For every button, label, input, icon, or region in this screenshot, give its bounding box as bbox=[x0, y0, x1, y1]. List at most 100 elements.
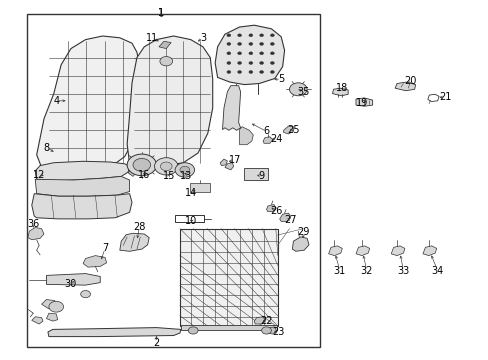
Polygon shape bbox=[28, 228, 44, 240]
Circle shape bbox=[175, 163, 194, 177]
Text: 3: 3 bbox=[200, 33, 205, 43]
Circle shape bbox=[248, 71, 252, 73]
Circle shape bbox=[127, 154, 156, 176]
Circle shape bbox=[226, 71, 230, 73]
Polygon shape bbox=[220, 159, 227, 166]
Text: 25: 25 bbox=[286, 125, 299, 135]
Polygon shape bbox=[120, 233, 149, 251]
Polygon shape bbox=[283, 126, 293, 134]
Circle shape bbox=[270, 42, 274, 45]
Text: 12: 12 bbox=[33, 170, 45, 180]
Text: 14: 14 bbox=[184, 188, 197, 198]
Circle shape bbox=[49, 301, 63, 312]
Polygon shape bbox=[83, 256, 106, 267]
Text: 27: 27 bbox=[284, 215, 297, 225]
Text: 24: 24 bbox=[269, 134, 282, 144]
Circle shape bbox=[237, 42, 241, 45]
Circle shape bbox=[180, 166, 189, 174]
Text: 21: 21 bbox=[438, 92, 450, 102]
Circle shape bbox=[226, 34, 230, 37]
Circle shape bbox=[248, 62, 252, 64]
Text: 33: 33 bbox=[396, 266, 409, 276]
Text: 6: 6 bbox=[263, 126, 269, 136]
Text: 9: 9 bbox=[258, 171, 264, 181]
Text: 13: 13 bbox=[179, 171, 192, 181]
Polygon shape bbox=[46, 274, 100, 285]
Circle shape bbox=[160, 162, 172, 171]
Text: 18: 18 bbox=[335, 83, 348, 93]
Text: 5: 5 bbox=[278, 74, 284, 84]
Circle shape bbox=[270, 34, 274, 37]
Text: 17: 17 bbox=[228, 155, 241, 165]
Text: 26: 26 bbox=[269, 206, 282, 216]
Polygon shape bbox=[41, 300, 56, 309]
Text: 36: 36 bbox=[27, 219, 40, 229]
Text: 2: 2 bbox=[153, 338, 159, 348]
Polygon shape bbox=[46, 313, 58, 321]
Circle shape bbox=[261, 327, 271, 334]
Polygon shape bbox=[32, 317, 43, 324]
Polygon shape bbox=[239, 127, 253, 145]
Polygon shape bbox=[222, 86, 240, 130]
Circle shape bbox=[270, 62, 274, 64]
Bar bbox=[243, 168, 267, 180]
Circle shape bbox=[248, 34, 252, 37]
Bar bbox=[175, 215, 204, 222]
Polygon shape bbox=[35, 176, 129, 196]
Circle shape bbox=[259, 42, 263, 45]
Polygon shape bbox=[128, 164, 142, 176]
Circle shape bbox=[188, 327, 198, 334]
Text: 1: 1 bbox=[158, 8, 164, 18]
Circle shape bbox=[270, 52, 274, 55]
Text: 30: 30 bbox=[64, 279, 77, 289]
Circle shape bbox=[237, 62, 241, 64]
Circle shape bbox=[160, 57, 172, 66]
Polygon shape bbox=[263, 137, 272, 143]
Polygon shape bbox=[127, 36, 212, 166]
Bar bbox=[189, 183, 210, 192]
Text: 4: 4 bbox=[53, 96, 59, 106]
Circle shape bbox=[226, 62, 230, 64]
Bar bbox=[181, 325, 276, 330]
Text: 28: 28 bbox=[133, 222, 145, 232]
Bar bbox=[180, 229, 277, 326]
Text: 10: 10 bbox=[184, 216, 197, 226]
Text: 22: 22 bbox=[260, 316, 272, 326]
Circle shape bbox=[259, 71, 263, 73]
Text: 31: 31 bbox=[333, 266, 346, 276]
Polygon shape bbox=[254, 317, 264, 324]
Polygon shape bbox=[37, 36, 139, 169]
Polygon shape bbox=[292, 237, 308, 251]
Text: 11: 11 bbox=[145, 33, 158, 43]
Text: 35: 35 bbox=[296, 87, 309, 97]
Circle shape bbox=[237, 34, 241, 37]
Text: 23: 23 bbox=[272, 327, 285, 337]
Polygon shape bbox=[390, 246, 404, 256]
Circle shape bbox=[154, 158, 178, 175]
Text: 15: 15 bbox=[162, 171, 175, 181]
Text: 32: 32 bbox=[360, 266, 372, 276]
Text: 29: 29 bbox=[296, 227, 309, 237]
Circle shape bbox=[226, 42, 230, 45]
Circle shape bbox=[289, 83, 306, 96]
Circle shape bbox=[248, 42, 252, 45]
Circle shape bbox=[237, 52, 241, 55]
Polygon shape bbox=[422, 246, 436, 256]
Circle shape bbox=[259, 34, 263, 37]
Polygon shape bbox=[266, 204, 276, 212]
Polygon shape bbox=[215, 25, 284, 85]
Text: 1: 1 bbox=[158, 8, 164, 18]
Circle shape bbox=[133, 158, 150, 171]
Circle shape bbox=[248, 52, 252, 55]
Circle shape bbox=[237, 71, 241, 73]
Text: 8: 8 bbox=[43, 143, 49, 153]
Text: 16: 16 bbox=[138, 170, 150, 180]
Text: 7: 7 bbox=[102, 243, 108, 253]
Circle shape bbox=[226, 52, 230, 55]
Text: 19: 19 bbox=[355, 98, 367, 108]
Polygon shape bbox=[394, 82, 415, 91]
Text: 34: 34 bbox=[430, 266, 443, 276]
Bar bbox=[27, 14, 320, 347]
Text: 20: 20 bbox=[404, 76, 416, 86]
Polygon shape bbox=[267, 327, 276, 334]
